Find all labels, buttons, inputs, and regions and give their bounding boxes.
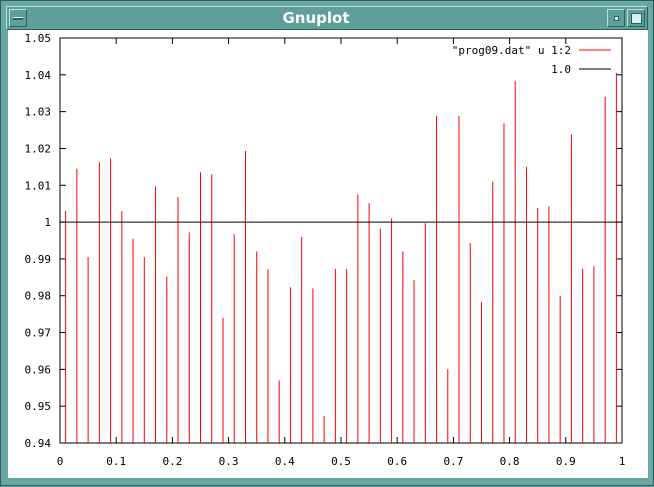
y-tick-label: 0.94: [25, 437, 52, 450]
y-tick-label: 1.04: [25, 69, 52, 82]
y-tick-label: 1.05: [25, 32, 52, 45]
y-tick-label: 0.98: [25, 290, 52, 303]
minimize-icon[interactable]: [607, 9, 625, 27]
x-tick-label: 0: [57, 455, 64, 468]
x-tick-label: 0.6: [387, 455, 407, 468]
y-tick-label: 1.03: [25, 106, 52, 119]
y-tick-label: 1.01: [25, 179, 52, 192]
window-menu-icon[interactable]: [9, 9, 27, 27]
y-tick-label: 0.95: [25, 400, 52, 413]
y-tick-label: 0.97: [25, 327, 52, 340]
x-tick-label: 1: [619, 455, 626, 468]
legend-label: "prog09.dat" u 1:2: [452, 44, 571, 57]
x-tick-label: 0.1: [106, 455, 126, 468]
title-bar[interactable]: Gnuplot: [6, 6, 648, 30]
y-tick-label: 0.99: [25, 253, 52, 266]
maximize-icon[interactable]: [627, 9, 645, 27]
y-tick-label: 0.96: [25, 363, 52, 376]
x-tick-label: 0.8: [500, 455, 520, 468]
plot-area: 0.94 0.95 0.96 0.97 0.98 0.99 1 1.01 1.02 1.03 1.0…: [8, 30, 648, 478]
x-tick-label: 0.7: [443, 455, 463, 468]
x-tick-label: 0.9: [556, 455, 576, 468]
legend-label: 1.0: [551, 63, 571, 76]
window-title: Gnuplot: [282, 9, 350, 27]
x-tick-label: 0.5: [331, 455, 351, 468]
y-tick-label: 1.02: [25, 142, 52, 155]
x-tick-label: 0.3: [219, 455, 239, 468]
y-tick-label: 1: [44, 216, 51, 229]
x-tick-label: 0.4: [275, 455, 295, 468]
x-tick-label: 0.2: [162, 455, 182, 468]
